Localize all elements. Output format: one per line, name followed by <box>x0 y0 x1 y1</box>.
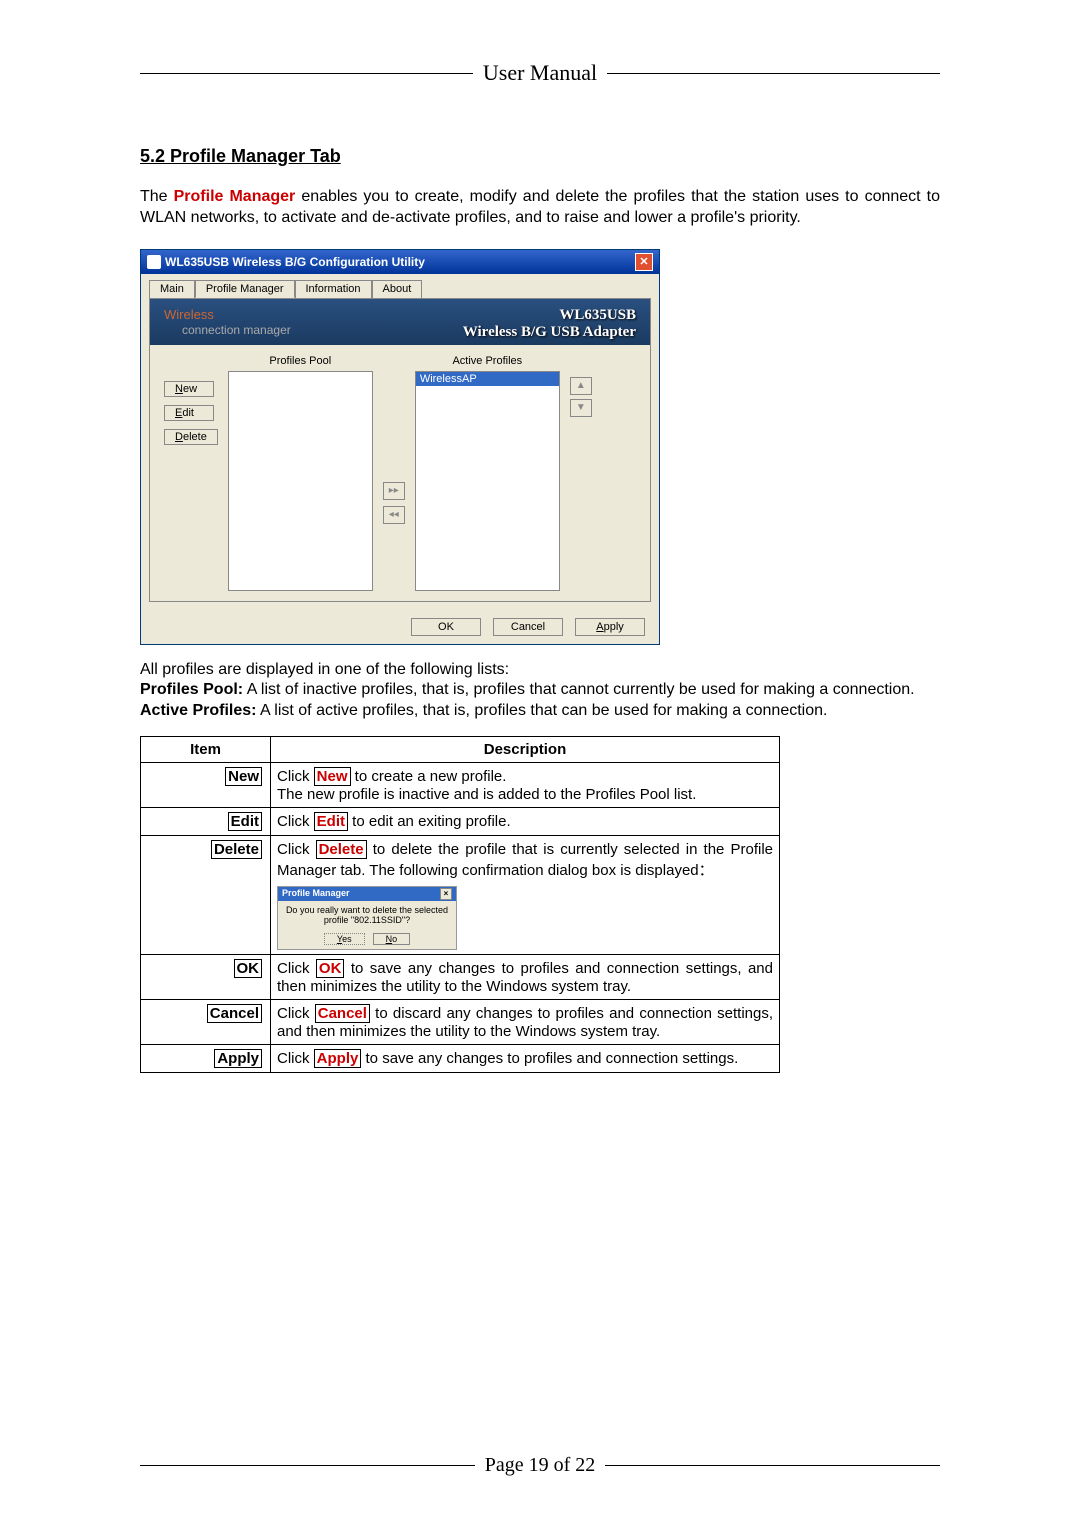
edit-button[interactable]: Edit <box>164 405 214 421</box>
header-text: User Manual <box>473 60 607 86</box>
move-down-button[interactable]: ▼ <box>570 399 592 417</box>
tab-main[interactable]: Main <box>149 280 195 298</box>
profile-manager-highlight: Profile Manager <box>174 188 296 205</box>
tab-about[interactable]: About <box>372 280 423 298</box>
tab-information[interactable]: Information <box>295 280 372 298</box>
table-row: New Click New to create a new profile.Th… <box>141 762 780 807</box>
table-row: Delete Click Delete to delete the profil… <box>141 835 780 954</box>
new-button[interactable]: New <box>164 381 214 397</box>
footer-text: Page 19 of 22 <box>475 1454 606 1477</box>
move-left-button[interactable]: ◂◂ <box>383 506 405 524</box>
active-profiles-list[interactable]: WirelessAP <box>415 371 560 591</box>
banner: WL635USB Wireless B/G USB Adapter Wirele… <box>150 299 650 345</box>
profiles-pool-label: Profiles Pool <box>269 355 331 367</box>
move-right-button[interactable]: ▸▸ <box>383 482 405 500</box>
yes-button[interactable]: Yes <box>324 933 365 945</box>
cancel-button[interactable]: Cancel <box>493 618 563 636</box>
table-row: Cancel Click Cancel to discard any chang… <box>141 999 780 1044</box>
active-profiles-label: Active Profiles <box>452 355 522 367</box>
banner-sub: Wireless B/G USB Adapter <box>463 324 636 341</box>
delete-button[interactable]: Delete <box>164 429 218 445</box>
list-item[interactable]: WirelessAP <box>416 372 559 386</box>
section-heading: 5.2 Profile Manager Tab <box>140 146 940 167</box>
dialog-title: WL635USB Wireless B/G Configuration Util… <box>165 255 425 269</box>
config-dialog: WL635USB Wireless B/G Configuration Util… <box>140 249 660 645</box>
ok-button[interactable]: OK <box>411 618 481 636</box>
close-icon[interactable]: × <box>440 888 452 900</box>
banner-model: WL635USB <box>463 307 636 324</box>
header-rule: User Manual <box>140 60 940 86</box>
table-row: Apply Click Apply to save any changes to… <box>141 1044 780 1072</box>
app-icon <box>147 255 161 269</box>
table-row: OK Click OK to save any changes to profi… <box>141 954 780 999</box>
description-table: Item Description New Click New to create… <box>140 736 780 1073</box>
footer-rule: Page 19 of 22 <box>140 1454 940 1477</box>
no-button[interactable]: No <box>373 933 411 945</box>
col-description: Description <box>271 736 780 762</box>
table-row: Edit Click Edit to edit an exiting profi… <box>141 807 780 835</box>
col-item: Item <box>141 736 271 762</box>
apply-button[interactable]: Apply <box>575 618 645 636</box>
close-icon[interactable]: ✕ <box>635 253 653 271</box>
tab-profile-manager[interactable]: Profile Manager <box>195 280 295 298</box>
confirm-dialog: Profile Manager× Do you really want to d… <box>277 886 457 950</box>
titlebar: WL635USB Wireless B/G Configuration Util… <box>141 250 659 274</box>
intro-paragraph: The Profile Manager enables you to creat… <box>140 187 940 229</box>
profiles-pool-list[interactable] <box>228 371 373 591</box>
banner-conn: connection manager <box>182 323 291 337</box>
tabs: Main Profile Manager Information About <box>141 274 659 298</box>
move-up-button[interactable]: ▲ <box>570 377 592 395</box>
after-text: All profiles are displayed in one of the… <box>140 660 940 722</box>
banner-wireless: Wireless <box>164 307 214 322</box>
